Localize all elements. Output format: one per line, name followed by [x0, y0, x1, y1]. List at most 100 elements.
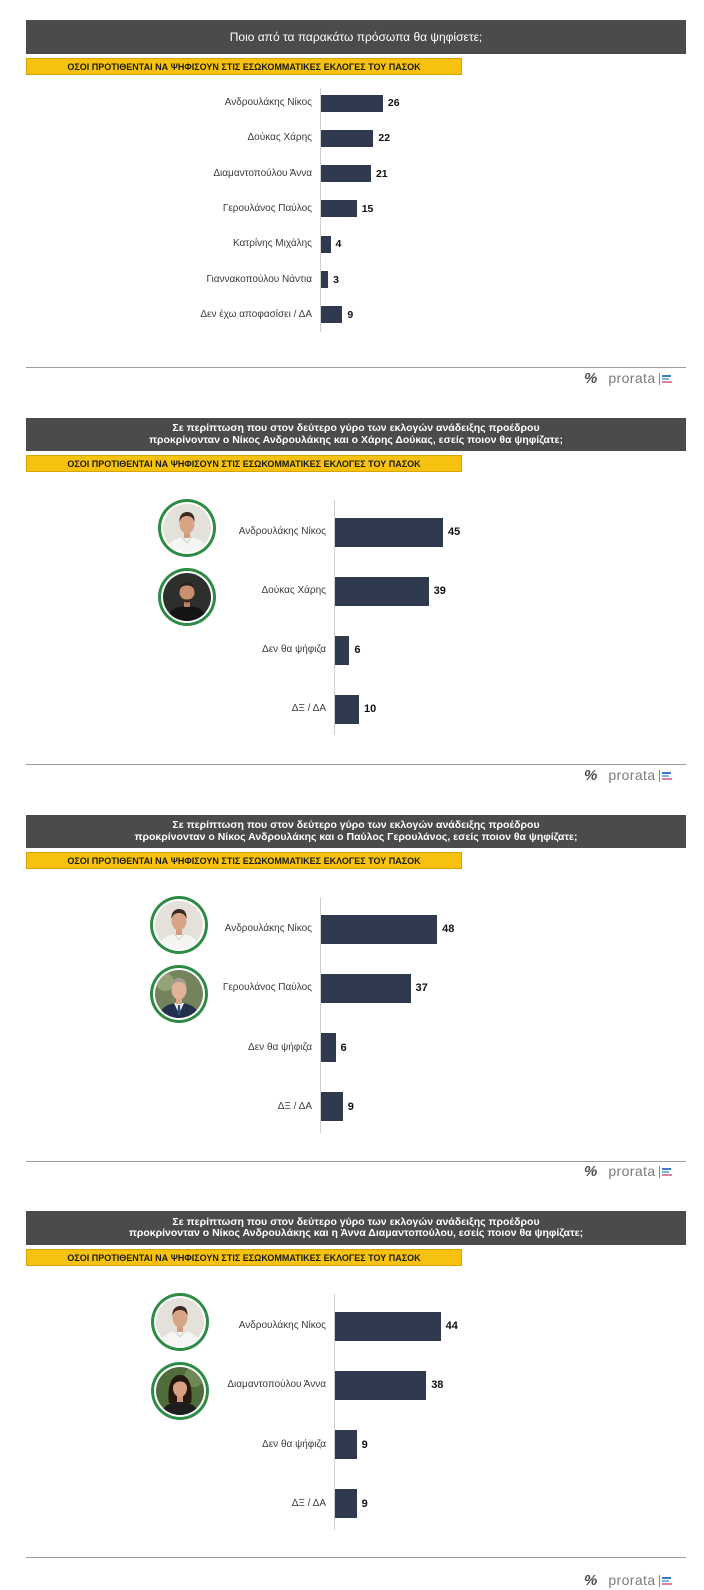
bars-icon	[658, 769, 673, 782]
value-label: 10	[364, 703, 377, 715]
bars-icon-bar	[661, 777, 672, 780]
chart-axis-line	[334, 1294, 335, 1530]
value-label: 45	[448, 526, 461, 538]
photo-image	[156, 1367, 204, 1415]
poll-panel-runoff-androulakis-doukas: Σε περίπτωση που στον δεύτερο γύρο των ε…	[0, 418, 704, 790]
bars-icon-bar	[661, 380, 672, 383]
value-label: 38	[431, 1379, 444, 1392]
footer-divider	[26, 1557, 686, 1558]
candidate-photo-androulakis	[151, 1293, 209, 1351]
bar	[335, 1430, 357, 1460]
bar	[321, 271, 329, 289]
poll-panel-runoff-androulakis-diamantopoulou: Σε περίπτωση που στον δεύτερο γύρο των ε…	[0, 1211, 704, 1590]
bar-chart: Ανδρουλάκης Νίκος 48 Γερουλάνος Παύλος 37 Δε…	[0, 815, 704, 1187]
bar	[335, 1311, 441, 1341]
category-label: Γιαννακοπούλου Νάντια	[206, 273, 312, 285]
candidate-photo-androulakis	[158, 499, 216, 557]
value-label: 22	[378, 132, 391, 145]
bars-icon-bar	[661, 1576, 671, 1579]
photo-image	[155, 970, 203, 1018]
portrait-image	[156, 1367, 204, 1415]
footer-divider	[26, 367, 686, 368]
bar	[321, 165, 371, 183]
category-label: Διαμαντοπούλου Άννα	[213, 167, 312, 179]
bar	[321, 235, 331, 253]
photo-frame	[153, 899, 205, 951]
value-label: 3	[333, 273, 339, 286]
respondent-filter-banner: ΟΣΟΙ ΠΡΟΤΙΘΕΝΤΑΙ ΝΑ ΨΗΦΙΣΟΥΝ ΣΤΙΣ ΕΣΩΚΟΜ…	[26, 852, 462, 869]
portrait-image	[155, 970, 203, 1018]
bars-icon-bar	[661, 1167, 671, 1170]
bars-icon-bar	[661, 1173, 672, 1176]
chart-axis-line	[334, 500, 335, 735]
bar-chart: Ανδρουλάκης Νίκος 44 Διαμαντοπούλου Άννα 38…	[0, 1211, 704, 1590]
photo-frame	[161, 502, 213, 554]
logo-wordmark: prorata	[608, 1572, 656, 1588]
logo-wordmark: prorata	[608, 370, 656, 386]
poll-panel-runoff-androulakis-geroulanos: Σε περίπτωση που στον δεύτερο γύρο των ε…	[0, 815, 704, 1187]
value-label: 9	[361, 1497, 368, 1510]
category-label: Ανδρουλάκης Νίκος	[224, 97, 312, 108]
value-label: 21	[375, 167, 388, 180]
bars-icon-bar	[661, 1579, 669, 1582]
value-label: 9	[347, 308, 354, 321]
bars-icon	[658, 1165, 673, 1178]
respondent-filter-banner: ΟΣΟΙ ΠΡΟΤΙΘΕΝΤΑΙ ΝΑ ΨΗΦΙΣΟΥΝ ΣΤΙΣ ΕΣΩΚΟΜ…	[26, 455, 462, 472]
logo-percent-symbol: %	[584, 767, 598, 784]
category-label: Δούκας Χάρης	[261, 585, 327, 596]
category-label: Δεν έχω αποφασίσει / ΔΑ	[200, 308, 312, 320]
category-label: Ανδρουλάκης Νίκος	[224, 923, 312, 934]
bars-icon-bar	[661, 377, 669, 380]
prorata-logo: % prorata	[584, 767, 673, 784]
respondent-filter-banner: ΟΣΟΙ ΠΡΟΤΙΘΕΝΤΑΙ ΝΑ ΨΗΦΙΣΟΥΝ ΣΤΙΣ ΕΣΩΚΟΜ…	[26, 58, 462, 75]
category-label: ΔΞ / ΔΑ	[291, 703, 326, 714]
photo-frame	[161, 571, 213, 623]
logo-percent-symbol: %	[584, 370, 598, 387]
bar	[321, 200, 357, 218]
bar-chart: Ανδρουλάκης Νίκος 45 Δούκας Χάρης 39 Δεν θα …	[0, 418, 704, 790]
category-label: Δεν θα ψήφιζα	[262, 1438, 326, 1450]
photo-image	[155, 901, 203, 949]
category-label: ΔΞ / ΔΑ	[277, 1100, 312, 1112]
bar-chart: Ανδρουλάκης Νίκος 26 Δούκας Χάρης 22 Διαμαντ…	[0, 20, 704, 392]
value-label: 4	[335, 238, 342, 251]
candidate-photo-androulakis	[150, 896, 208, 954]
footer-divider	[26, 1161, 686, 1162]
bar	[321, 1033, 336, 1063]
bar	[321, 914, 438, 944]
value-label: 44	[445, 1320, 458, 1332]
logo-percent-symbol: %	[584, 1163, 598, 1180]
logo-percent-symbol: %	[584, 1572, 598, 1589]
bar	[335, 1370, 427, 1400]
bar	[335, 517, 443, 547]
chart-axis-line	[320, 897, 321, 1133]
bar	[321, 306, 343, 324]
photo-frame	[154, 1296, 206, 1348]
category-label: Δεν θα ψήφιζα	[248, 1041, 312, 1053]
bar	[321, 973, 411, 1003]
photo-frame	[154, 1365, 206, 1417]
category-label: Δούκας Χάρης	[247, 132, 313, 144]
poll-panel-first-round: Ποιο από τα παρακάτω πρόσωπα θα ψηφίσετε…	[0, 20, 704, 392]
bars-icon-bar	[661, 1582, 672, 1585]
photo-image	[163, 504, 211, 552]
bar	[335, 576, 429, 606]
bars-icon-bar	[661, 774, 669, 777]
candidate-photo-geroulanos	[150, 965, 208, 1023]
portrait-image	[163, 573, 211, 621]
respondent-filter-banner: ΟΣΟΙ ΠΡΟΤΙΘΕΝΤΑΙ ΝΑ ΨΗΦΙΣΟΥΝ ΣΤΙΣ ΕΣΩΚΟΜ…	[26, 1249, 462, 1266]
value-label: 9	[361, 1438, 368, 1451]
question-header: Ποιο από τα παρακάτω πρόσωπα θα ψηφίσετε…	[26, 20, 686, 54]
category-label: Διαμαντοπούλου Άννα	[227, 1379, 326, 1391]
question-header: Σε περίπτωση που στον δεύτερο γύρο των ε…	[26, 815, 686, 848]
photo-frame	[153, 968, 205, 1020]
bars-icon-stem	[658, 1574, 660, 1587]
value-label: 15	[361, 202, 374, 215]
category-label: Γερουλάνος Παύλος	[222, 202, 312, 214]
candidate-photo-diamantopoulou	[151, 1362, 209, 1420]
value-label: 48	[442, 923, 455, 935]
prorata-logo: % prorata	[584, 370, 673, 387]
bars-icon	[658, 372, 673, 385]
bar	[335, 694, 359, 724]
category-label: ΔΞ / ΔΑ	[291, 1497, 326, 1509]
